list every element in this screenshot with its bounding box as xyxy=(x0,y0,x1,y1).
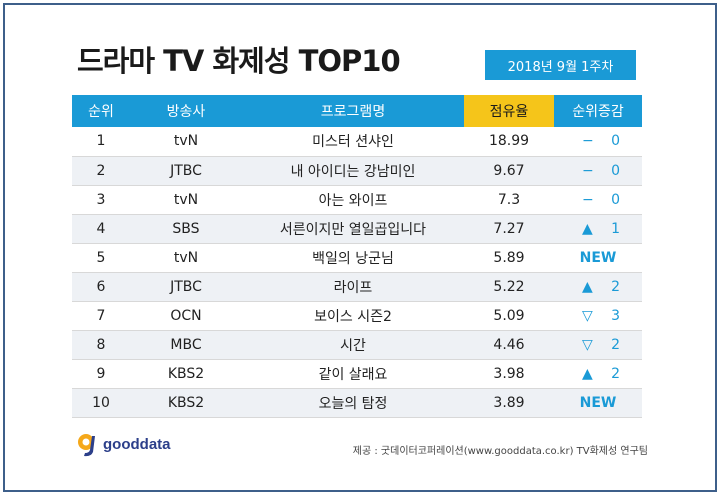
cell-share: 7.27 xyxy=(464,214,554,244)
cell-channel: JTBC xyxy=(130,156,242,186)
cell-share: 5.09 xyxy=(464,301,554,331)
cell-rank: 6 xyxy=(72,272,130,302)
header-share: 점유율 xyxy=(464,95,554,127)
ranking-table: 순위 방송사 프로그램명 점유율 순위증감 1 tvN 미스터 션샤인 18.99−0… xyxy=(72,95,642,418)
table-row: 4 SBS 서른이지만 열일곱입니다 7.27 ▲ 1 xyxy=(72,214,642,244)
cell-change: −0 xyxy=(554,185,642,215)
table-row: 3 tvN 아는 와이프 7.3−0 xyxy=(72,185,642,215)
cell-channel: KBS2 xyxy=(130,359,242,389)
cell-change: ▲ 2 xyxy=(554,272,642,302)
cell-channel: tvN xyxy=(130,127,242,157)
cell-channel: tvN xyxy=(130,243,242,273)
table-row: 9 KBS2 같이 살래요 3.98 ▲ 2 xyxy=(72,359,642,389)
change-value: 2 xyxy=(611,278,620,295)
gooddata-logo: gooddata xyxy=(75,430,171,458)
cell-rank: 8 xyxy=(72,330,130,360)
table-row: 8 MBC 시간 4.46 ▽ 2 xyxy=(72,330,642,360)
new-badge: NEW xyxy=(579,249,617,266)
cell-program: 시간 xyxy=(242,330,464,360)
triangle-down-icon: ▽ xyxy=(582,336,593,353)
cell-share: 4.46 xyxy=(464,330,554,360)
table-header-row: 순위 방송사 프로그램명 점유율 순위증감 xyxy=(72,95,642,127)
cell-rank: 9 xyxy=(72,359,130,389)
cell-program: 미스터 션샤인 xyxy=(242,127,464,157)
table-row: 5 tvN 백일의 낭군님 5.89 NEW xyxy=(72,243,642,273)
cell-channel: OCN xyxy=(130,301,242,331)
table-row: 10 KBS2 오늘의 탐정 3.89 NEW xyxy=(72,388,642,418)
header-program: 프로그램명 xyxy=(242,95,464,127)
cell-channel: SBS xyxy=(130,214,242,244)
change-value: 0 xyxy=(611,133,620,150)
cell-rank: 1 xyxy=(72,127,130,157)
change-value: 0 xyxy=(611,191,620,208)
cell-rank: 5 xyxy=(72,243,130,273)
cell-rank: 4 xyxy=(72,214,130,244)
cell-change: −0 xyxy=(554,156,642,186)
table-row: 1 tvN 미스터 션샤인 18.99−0 xyxy=(72,127,642,157)
cell-share: 3.98 xyxy=(464,359,554,389)
header-rank: 순위 xyxy=(72,95,130,127)
cell-share: 9.67 xyxy=(464,156,554,186)
cell-change: −0 xyxy=(554,127,642,157)
page-title: 드라마 TV 화제성 TOP10 xyxy=(77,44,401,78)
cell-program: 같이 살래요 xyxy=(242,359,464,389)
cell-change: NEW xyxy=(554,388,642,418)
cell-channel: tvN xyxy=(130,185,242,215)
cell-channel: KBS2 xyxy=(130,388,242,418)
table-row: 2 JTBC 내 아이디는 강남미인 9.67−0 xyxy=(72,156,642,186)
change-value: 1 xyxy=(611,220,620,237)
triangle-up-icon: ▲ xyxy=(582,220,593,237)
triangle-down-icon: ▽ xyxy=(582,307,593,324)
cell-program: 서른이지만 열일곱입니다 xyxy=(242,214,464,244)
table-row: 6 JTBC 라이프 5.22 ▲ 2 xyxy=(72,272,642,302)
cell-program: 아는 와이프 xyxy=(242,185,464,215)
cell-channel: MBC xyxy=(130,330,242,360)
change-value: 2 xyxy=(611,365,620,382)
cell-change: ▲ 1 xyxy=(554,214,642,244)
cell-share: 18.99 xyxy=(464,127,554,157)
triangle-up-icon: ▲ xyxy=(582,365,593,382)
change-value: 3 xyxy=(611,307,620,324)
header-channel: 방송사 xyxy=(130,95,242,127)
frame-border xyxy=(3,3,717,492)
new-badge: NEW xyxy=(579,394,617,411)
table-row: 7 OCN 보이스 시즌2 5.09 ▽ 3 xyxy=(72,301,642,331)
cell-change: NEW xyxy=(554,243,642,273)
cell-program: 라이프 xyxy=(242,272,464,302)
cell-rank: 3 xyxy=(72,185,130,215)
dash-icon: − xyxy=(582,162,594,179)
cell-rank: 7 xyxy=(72,301,130,331)
cell-rank: 10 xyxy=(72,388,130,418)
dash-icon: − xyxy=(582,191,594,208)
cell-rank: 2 xyxy=(72,156,130,186)
cell-channel: JTBC xyxy=(130,272,242,302)
week-badge: 2018년 9월 1주차 xyxy=(485,50,636,80)
cell-program: 오늘의 탐정 xyxy=(242,388,464,418)
cell-change: ▲ 2 xyxy=(554,359,642,389)
cell-program: 백일의 낭군님 xyxy=(242,243,464,273)
cell-program: 내 아이디는 강남미인 xyxy=(242,156,464,186)
header-change: 순위증감 xyxy=(554,95,642,127)
triangle-up-icon: ▲ xyxy=(582,278,593,295)
source-credit: 제공 : 굿데이터코퍼레이션(www.gooddata.co.kr) TV화제성… xyxy=(352,446,648,457)
cell-change: ▽ 2 xyxy=(554,330,642,360)
change-value: 2 xyxy=(611,336,620,353)
cell-change: ▽ 3 xyxy=(554,301,642,331)
cell-share: 3.89 xyxy=(464,388,554,418)
dash-icon: − xyxy=(582,133,594,150)
cell-share: 7.3 xyxy=(464,185,554,215)
logo-text: gooddata xyxy=(103,435,171,453)
cell-program: 보이스 시즌2 xyxy=(242,301,464,331)
gooddata-logo-icon xyxy=(78,434,95,457)
cell-share: 5.89 xyxy=(464,243,554,273)
change-value: 0 xyxy=(611,162,620,179)
cell-share: 5.22 xyxy=(464,272,554,302)
